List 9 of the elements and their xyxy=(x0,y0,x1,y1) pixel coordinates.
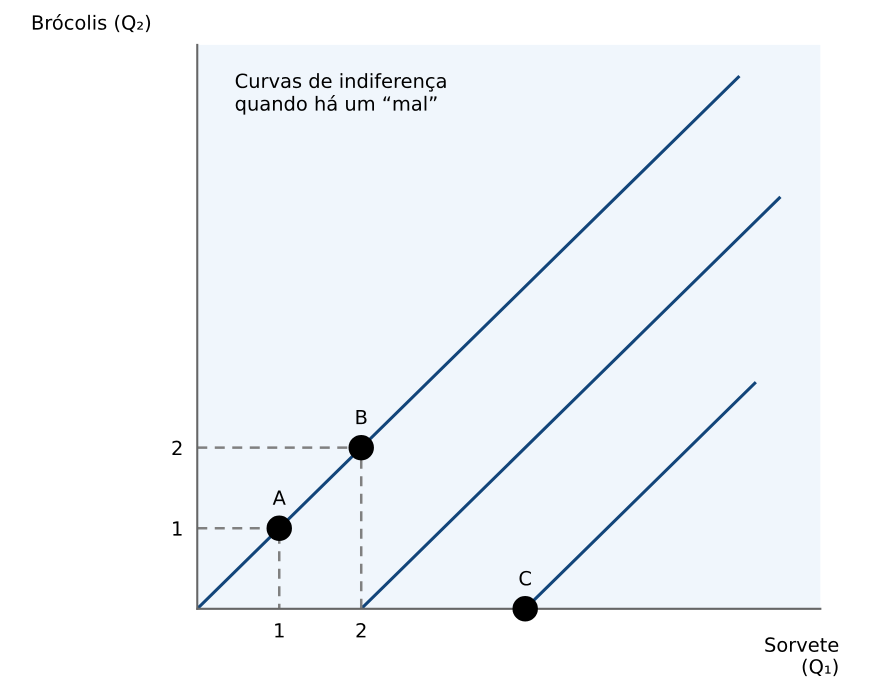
point xyxy=(266,516,292,541)
annotation: C xyxy=(520,570,531,586)
y-axis-title: Brócolis (Q₂) xyxy=(32,14,150,32)
annotation: A xyxy=(272,490,286,505)
annotation: B xyxy=(356,410,367,424)
point xyxy=(512,596,538,622)
annotation: Curvas de indiferença quando há um “mal” xyxy=(236,73,446,115)
x-axis-title: Sorvete (Q₁) xyxy=(765,637,838,676)
point xyxy=(348,434,374,460)
